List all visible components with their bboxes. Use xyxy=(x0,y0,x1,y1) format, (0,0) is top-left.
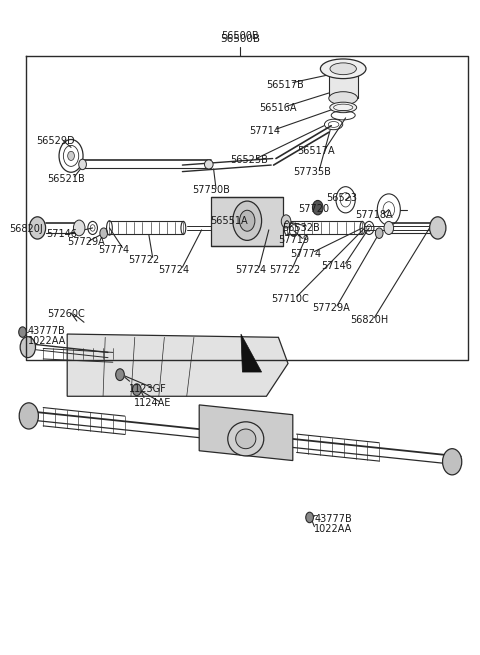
Polygon shape xyxy=(241,334,262,372)
Text: 56525B: 56525B xyxy=(230,155,268,166)
Text: 56521B: 56521B xyxy=(47,174,85,184)
Text: 57719: 57719 xyxy=(278,234,310,245)
Text: 57718A: 57718A xyxy=(355,210,393,220)
Text: 57714: 57714 xyxy=(250,126,281,136)
Text: 56532B: 56532B xyxy=(282,223,320,233)
Circle shape xyxy=(116,369,124,381)
Text: 57260C: 57260C xyxy=(47,309,85,320)
Text: 57146: 57146 xyxy=(47,229,77,239)
Text: 57724: 57724 xyxy=(158,265,190,275)
Polygon shape xyxy=(199,405,293,460)
Text: 57774: 57774 xyxy=(98,245,130,255)
Text: 56529D: 56529D xyxy=(36,136,74,146)
Text: 56517B: 56517B xyxy=(266,80,304,90)
Circle shape xyxy=(384,221,394,234)
Text: 56551A: 56551A xyxy=(210,216,248,227)
Text: 57729A: 57729A xyxy=(67,237,105,248)
Text: 57750B: 57750B xyxy=(192,185,230,195)
Circle shape xyxy=(233,201,262,240)
Polygon shape xyxy=(67,334,288,396)
Circle shape xyxy=(281,215,291,228)
Text: 57722: 57722 xyxy=(269,265,300,275)
Circle shape xyxy=(68,151,74,160)
Ellipse shape xyxy=(236,429,256,449)
Ellipse shape xyxy=(321,59,366,79)
Text: 56500B: 56500B xyxy=(221,31,259,41)
Circle shape xyxy=(430,217,446,239)
Text: 57720: 57720 xyxy=(299,204,330,214)
Text: 1123GF: 1123GF xyxy=(129,384,167,394)
Text: 56517A: 56517A xyxy=(298,145,335,156)
Text: 56500B: 56500B xyxy=(220,34,260,45)
Text: 56516A: 56516A xyxy=(259,103,297,113)
Text: 57774: 57774 xyxy=(290,249,322,259)
Polygon shape xyxy=(211,196,283,246)
Circle shape xyxy=(100,228,108,238)
Circle shape xyxy=(443,449,462,475)
Ellipse shape xyxy=(330,102,357,113)
Text: 43777B: 43777B xyxy=(314,514,352,525)
Text: 1022AA: 1022AA xyxy=(314,524,353,534)
Text: 56820J: 56820J xyxy=(10,223,43,234)
Text: 57146: 57146 xyxy=(322,261,352,271)
Circle shape xyxy=(19,327,26,337)
Circle shape xyxy=(19,403,38,429)
Text: 57724: 57724 xyxy=(235,265,266,275)
Ellipse shape xyxy=(204,160,213,169)
Text: 43777B: 43777B xyxy=(28,326,66,336)
Circle shape xyxy=(79,159,86,170)
Circle shape xyxy=(73,220,85,236)
Polygon shape xyxy=(329,69,358,98)
Ellipse shape xyxy=(329,92,358,105)
Circle shape xyxy=(29,217,46,239)
Circle shape xyxy=(20,337,36,358)
Circle shape xyxy=(132,384,141,396)
Circle shape xyxy=(375,228,383,238)
Circle shape xyxy=(312,200,323,215)
Text: 1022AA: 1022AA xyxy=(28,335,66,346)
Ellipse shape xyxy=(228,422,264,456)
Text: 57722: 57722 xyxy=(129,255,160,265)
Ellipse shape xyxy=(330,63,356,75)
Text: 57735B: 57735B xyxy=(293,167,331,178)
Circle shape xyxy=(306,512,313,523)
Text: 57710C: 57710C xyxy=(271,294,309,305)
Circle shape xyxy=(240,210,255,231)
Text: 56820H: 56820H xyxy=(350,314,389,325)
Text: 56523: 56523 xyxy=(326,193,358,203)
Text: 1124AE: 1124AE xyxy=(134,398,172,408)
Text: 57729A: 57729A xyxy=(312,303,350,313)
